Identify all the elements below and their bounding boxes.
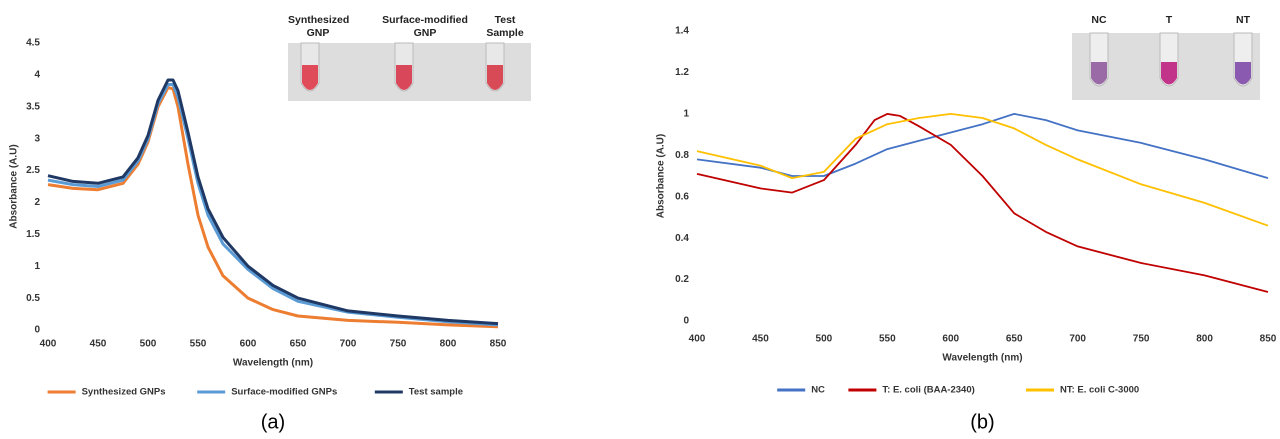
y-tick-label: 0.4 <box>675 233 689 244</box>
y-tick-label: 0.6 <box>675 191 689 202</box>
inset-label: Surface-modified GNP <box>380 14 470 40</box>
legend-label: T: E. coli (BAA-2340) <box>882 385 974 396</box>
x-tick-label: 750 <box>1133 334 1150 345</box>
y-tick-label: 0 <box>683 316 689 327</box>
y-tick-label: 1 <box>34 261 40 272</box>
x-tick-label: 400 <box>40 339 57 350</box>
series-line <box>697 114 1268 226</box>
y-tick-label: 3.5 <box>26 101 40 112</box>
inset-label: T <box>1149 14 1189 27</box>
x-axis-label: Wavelength (nm) <box>942 353 1022 364</box>
legend-label: NT: E. coli C-3000 <box>1060 385 1139 396</box>
y-tick-label: 0.8 <box>675 150 689 161</box>
y-tick-label: 0 <box>34 325 40 336</box>
x-tick-label: 750 <box>390 339 407 350</box>
y-tick-label: 4 <box>34 70 40 81</box>
legend-label: Test sample <box>409 387 463 398</box>
y-tick-label: 1.4 <box>675 26 689 37</box>
inset-label: NC <box>1079 14 1119 27</box>
x-tick-label: 850 <box>490 339 507 350</box>
inset-photo-a <box>288 43 531 101</box>
series-line <box>48 88 498 327</box>
page: 0 0.5 1 1.5 2 2.5 3 3.5 4 4.5 400 450 500 550 600 650 70… <box>0 0 1280 439</box>
x-tick-label: 500 <box>816 334 833 345</box>
figure: 0 0.5 1 1.5 2 2.5 3 3.5 4 4.5 400 450 500 550 600 650 70… <box>0 0 1280 439</box>
x-tick-label: 700 <box>340 339 357 350</box>
y-tick-label: 0.5 <box>26 293 40 304</box>
x-tick-label: 650 <box>1006 334 1023 345</box>
x-tick-label: 400 <box>689 334 706 345</box>
x-tick-label: 450 <box>90 339 107 350</box>
x-tick-label: 500 <box>140 339 157 350</box>
legend-label: NC <box>811 385 825 396</box>
x-tick-label: 700 <box>1069 334 1086 345</box>
x-tick-label: 550 <box>879 334 896 345</box>
caption: (a) <box>261 411 285 433</box>
inset-label: Synthesized GNP <box>288 14 348 40</box>
caption: (b) <box>970 411 994 433</box>
y-tick-label: 1 <box>683 108 689 119</box>
x-tick-label: 800 <box>1196 334 1213 345</box>
y-tick-label: 1.5 <box>26 229 40 240</box>
inset-label: Test Sample <box>480 14 530 40</box>
series-line <box>697 114 1268 292</box>
x-tick-label: 550 <box>190 339 207 350</box>
y-tick-label: 2.5 <box>26 165 40 176</box>
y-tick-label: 1.2 <box>675 67 689 78</box>
y-tick-label: 0.2 <box>675 274 689 285</box>
y-tick-label: 4.5 <box>26 38 40 49</box>
y-axis-label: Absorbance (A.U) <box>656 134 667 218</box>
legend-label: Surface-modified GNPs <box>231 387 337 398</box>
x-tick-label: 850 <box>1260 334 1277 345</box>
series-line <box>48 80 498 324</box>
x-tick-label: 800 <box>440 339 457 350</box>
series-line <box>697 114 1268 178</box>
legend-label: Synthesized GNPs <box>82 387 166 398</box>
inset-label: NT <box>1223 14 1263 27</box>
y-tick-label: 3 <box>34 133 40 144</box>
inset-photo-b <box>1072 33 1260 100</box>
x-tick-label: 600 <box>942 334 959 345</box>
y-axis-label: Absorbance (A.U) <box>9 144 20 228</box>
x-tick-label: 600 <box>240 339 257 350</box>
x-tick-label: 450 <box>752 334 769 345</box>
series-line <box>48 85 498 325</box>
x-tick-label: 650 <box>290 339 307 350</box>
y-tick-label: 2 <box>34 197 40 208</box>
x-axis-label: Wavelength (nm) <box>233 358 313 369</box>
